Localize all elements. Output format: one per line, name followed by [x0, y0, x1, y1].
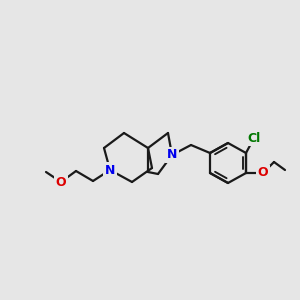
- Text: O: O: [258, 167, 268, 179]
- Text: N: N: [167, 148, 177, 161]
- Text: N: N: [105, 164, 115, 176]
- Text: Cl: Cl: [248, 131, 261, 145]
- Text: O: O: [56, 176, 66, 188]
